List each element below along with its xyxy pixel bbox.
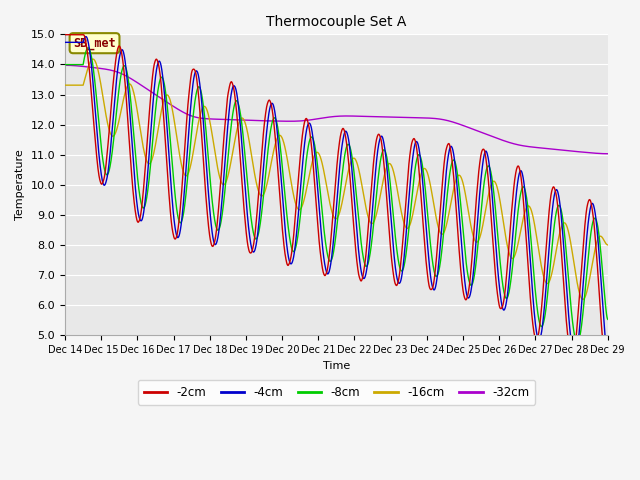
Y-axis label: Temperature: Temperature xyxy=(15,149,25,220)
Text: SB_met: SB_met xyxy=(73,36,116,50)
X-axis label: Time: Time xyxy=(323,360,350,371)
Title: Thermocouple Set A: Thermocouple Set A xyxy=(266,15,406,29)
Legend: -2cm, -4cm, -8cm, -16cm, -32cm: -2cm, -4cm, -8cm, -16cm, -32cm xyxy=(138,380,535,405)
